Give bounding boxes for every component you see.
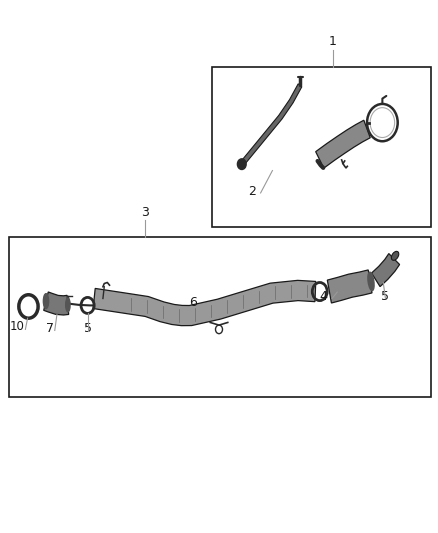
Polygon shape	[93, 280, 316, 326]
Text: 5: 5	[84, 322, 92, 335]
Text: 3: 3	[141, 206, 148, 219]
Circle shape	[237, 159, 246, 169]
Text: 7: 7	[46, 322, 54, 335]
Ellipse shape	[392, 252, 399, 260]
Ellipse shape	[66, 298, 70, 312]
Bar	[212, 67, 431, 227]
Bar	[9, 237, 431, 397]
Polygon shape	[44, 292, 69, 315]
Text: 4: 4	[319, 290, 327, 303]
Text: 10: 10	[9, 320, 24, 333]
Text: 6: 6	[189, 296, 197, 309]
Polygon shape	[316, 120, 370, 168]
Polygon shape	[327, 270, 372, 303]
Ellipse shape	[368, 272, 374, 290]
Text: 2: 2	[248, 185, 256, 198]
Polygon shape	[241, 84, 302, 165]
Polygon shape	[371, 254, 399, 287]
Text: 1: 1	[329, 35, 337, 48]
Text: 5: 5	[381, 290, 389, 303]
Ellipse shape	[43, 294, 49, 309]
